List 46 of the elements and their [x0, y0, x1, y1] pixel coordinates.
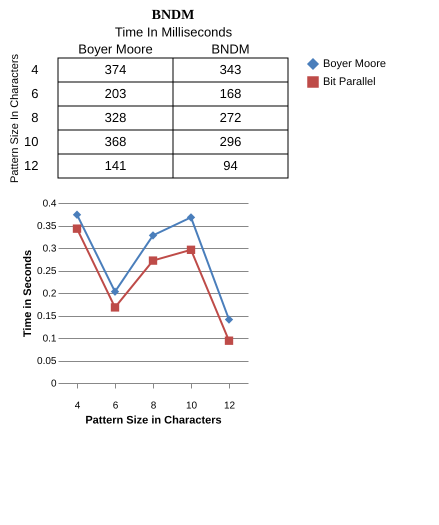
y-tick-label: 0.35	[37, 221, 57, 232]
data-label: 296	[220, 134, 242, 149]
x-tick-label: 4	[74, 400, 81, 412]
data-label: 374	[104, 62, 126, 77]
data-label: 141	[104, 158, 126, 173]
x-tick-label: 10	[186, 400, 198, 412]
x-axis-title: Time In Milliseconds	[114, 24, 233, 40]
point	[110, 287, 120, 296]
y-tick-label: 0.25	[37, 266, 57, 277]
y-tick-label: 0	[50, 378, 57, 390]
chart-title: BNDM	[152, 8, 194, 23]
point	[72, 210, 82, 219]
y-axis-title: Pattern Size In Characters	[9, 54, 22, 184]
y-tick-label: 8	[31, 110, 38, 125]
y-tick-label: 12	[24, 158, 38, 173]
y-axis-title: Time in Seconds	[22, 250, 34, 338]
y-tick-label: 0.15	[37, 311, 57, 322]
data-label: 328	[104, 110, 126, 125]
y-tick-label: 0.1	[42, 334, 57, 344]
data-label: 168	[220, 86, 242, 101]
y-tick-label: 0.4	[42, 198, 57, 210]
data-label: 368	[104, 134, 126, 149]
point	[224, 336, 234, 345]
data-label: 203	[104, 86, 126, 101]
legend-label: Bit Parallel	[323, 76, 376, 88]
y-tick-label: 4	[31, 62, 38, 77]
x-tick-label: 8	[150, 400, 157, 412]
point	[224, 315, 234, 324]
point	[186, 246, 196, 254]
data-label: 94	[223, 158, 238, 173]
point	[148, 256, 158, 265]
x-tick-label: 6	[112, 400, 119, 412]
y-tick-label: 6	[31, 86, 38, 101]
y-tick-label: 0.3	[42, 244, 57, 254]
point	[110, 303, 120, 312]
y-tick-label: 0.05	[37, 356, 57, 367]
legend-label: Boyer Moore	[323, 58, 386, 70]
point	[186, 213, 196, 222]
point	[148, 231, 158, 240]
x-tick-label: 12	[224, 400, 236, 412]
y-tick-label: 0.2	[42, 288, 57, 300]
x-axis-title: Pattern Size in Characters	[85, 414, 222, 426]
data-label: 343	[220, 62, 242, 77]
y-tick-label: 10	[24, 134, 38, 149]
point	[72, 224, 82, 233]
data-label: 272	[220, 110, 242, 125]
